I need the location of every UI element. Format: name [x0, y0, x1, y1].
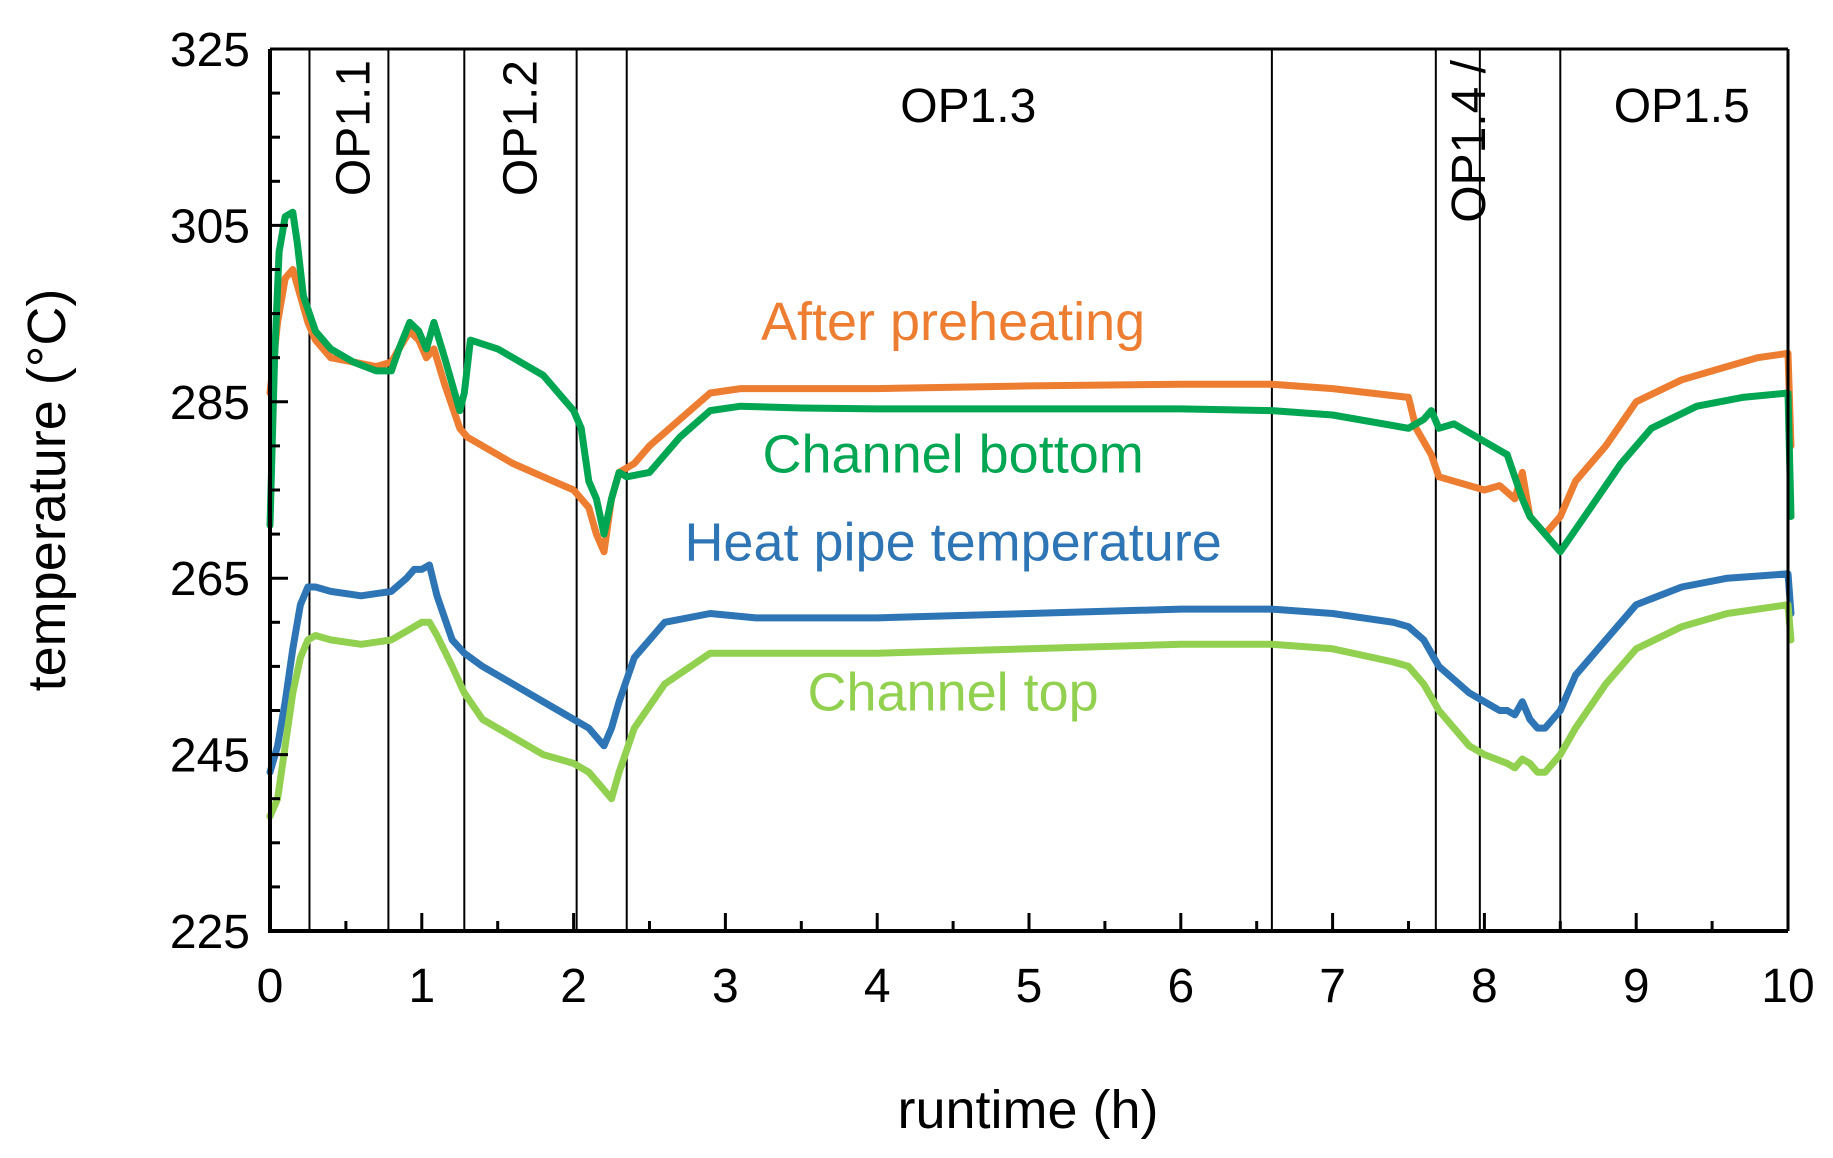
x-tick-label: 3: [712, 960, 739, 1013]
tick-labels: 0 1 2 3 4 5 6 7 8 9 10 225 245 265 285 305 325: [170, 24, 1815, 1013]
phase-boundaries: [308, 49, 1562, 931]
y-tick-label: 285: [170, 377, 250, 430]
y-axis-title: temperature (°C): [17, 289, 77, 692]
series-line-channel-bottom: [266, 208, 1795, 556]
x-tick-label: 7: [1319, 960, 1346, 1013]
series-labels: After preheating Channel bottom Heat pipe …: [684, 292, 1221, 722]
series-label: Channel bottom: [762, 424, 1143, 484]
phase-label: OP1.3: [900, 80, 1036, 133]
series-label: Channel top: [807, 663, 1098, 723]
phase-label: OP1.1: [327, 60, 380, 196]
x-tick-label: 0: [257, 960, 284, 1013]
x-tick-label: 9: [1623, 960, 1650, 1013]
y-tick-label: 245: [170, 730, 250, 783]
y-tick-label: 265: [170, 553, 250, 606]
y-tick-label: 225: [170, 906, 250, 959]
phase-label: OP1.4 /: [1443, 59, 1496, 222]
series-line-channel-top: [266, 601, 1795, 820]
x-tick-label: 5: [1016, 960, 1043, 1013]
x-axis-title: runtime (h): [897, 1080, 1158, 1140]
series-line-heat-pipe-temperature: [266, 561, 1795, 776]
ticks: [268, 47, 1790, 933]
x-tick-label: 8: [1471, 960, 1498, 1013]
x-tick-label: 2: [560, 960, 587, 1013]
series-label: After preheating: [761, 292, 1145, 352]
series-lines: [266, 208, 1795, 820]
series-label: Heat pipe temperature: [684, 513, 1221, 573]
x-tick-label: 10: [1761, 960, 1814, 1013]
x-tick-label: 4: [864, 960, 891, 1013]
phase-label: OP1.2: [494, 60, 547, 196]
phase-label: OP1.5: [1614, 80, 1750, 133]
y-tick-label: 305: [170, 200, 250, 253]
phase-labels: OP1.1 OP1.2 OP1.3 OP1.4 / OP1.5: [327, 59, 1749, 222]
y-tick-label: 325: [170, 24, 250, 77]
x-tick-label: 1: [408, 960, 435, 1013]
x-tick-label: 6: [1167, 960, 1194, 1013]
